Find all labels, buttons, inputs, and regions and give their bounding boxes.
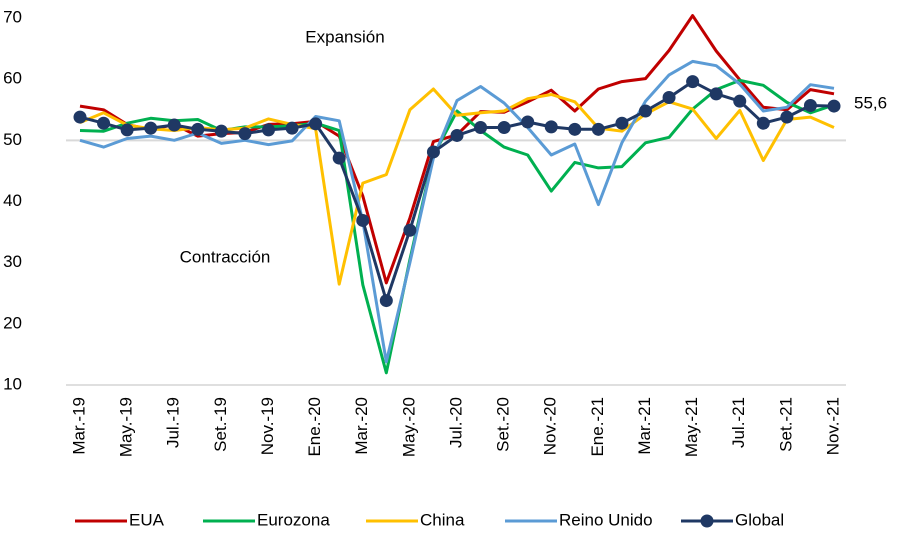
series-line [79, 59, 835, 364]
series-marker [309, 117, 323, 131]
series-marker [733, 94, 747, 108]
y-tick-label: 10 [3, 374, 22, 393]
y-tick-label: 60 [3, 69, 22, 88]
series-marker [356, 213, 370, 227]
series-line [79, 14, 835, 285]
x-tick-label: Nov.-20 [541, 397, 560, 455]
legend-label: Reino Unido [559, 510, 653, 529]
series-marker [97, 116, 111, 130]
series-marker [497, 120, 511, 134]
y-tick-label: 20 [3, 313, 22, 332]
series-line [79, 78, 835, 375]
series-marker [73, 110, 87, 124]
y-tick-label: 50 [3, 130, 22, 149]
x-tick-label: Mar.-19 [69, 397, 88, 455]
y-tick-label: 40 [3, 191, 22, 210]
legend-marker [700, 514, 714, 528]
x-tick-label: May.-20 [399, 397, 418, 457]
x-tick-label: Set.-19 [211, 397, 230, 452]
value-label: 55,6 [854, 94, 887, 113]
series-marker [615, 116, 629, 130]
series-marker [662, 91, 676, 105]
series-marker [780, 110, 794, 124]
x-tick-label: Jul.-19 [164, 397, 183, 448]
x-tick-label: May.-21 [682, 397, 701, 457]
series-marker [144, 121, 158, 135]
x-tick-label: Nov.-19 [258, 397, 277, 455]
series-marker [756, 116, 770, 130]
series-marker [827, 99, 841, 113]
series-marker [379, 294, 393, 308]
x-tick-label: Jul.-21 [729, 397, 748, 448]
series-marker [332, 151, 346, 165]
annotation: Contracción [180, 247, 271, 266]
series-marker [639, 104, 652, 118]
series-marker [238, 127, 252, 141]
y-tick-label: 30 [3, 252, 22, 271]
x-tick-label: Set.-20 [494, 397, 513, 452]
series-marker [120, 123, 134, 137]
legend-label: China [420, 510, 465, 529]
x-tick-label: Ene.-21 [588, 397, 607, 457]
x-tick-label: Mar.-21 [635, 397, 654, 455]
x-tick-label: Set.-21 [776, 397, 795, 452]
series-marker [521, 115, 535, 129]
series-marker [450, 128, 464, 142]
legend-label: Eurozona [257, 510, 330, 529]
series-marker [262, 123, 275, 137]
series-marker [214, 124, 228, 138]
series-marker [426, 145, 440, 159]
legend-label: EUA [129, 510, 165, 529]
y-tick-label: 70 [3, 7, 22, 26]
series-marker [591, 122, 605, 136]
x-tick-label: Mar.-20 [352, 397, 371, 455]
legend-label: Global [735, 510, 784, 529]
x-tick-label: May.-19 [117, 397, 136, 457]
x-tick-label: Ene.-20 [305, 397, 324, 457]
annotation: Expansión [305, 27, 384, 46]
series-marker [167, 118, 181, 132]
series-marker [474, 120, 488, 134]
series-marker [803, 98, 817, 112]
series-marker [568, 122, 582, 136]
series-marker [403, 223, 417, 237]
series-marker [709, 87, 723, 101]
series-line [79, 87, 835, 286]
series-marker [544, 120, 558, 134]
series-marker [191, 122, 205, 136]
series-marker [285, 121, 299, 135]
series-marker [686, 75, 700, 89]
x-tick-label: Jul.-20 [446, 397, 465, 448]
x-tick-label: Nov.-21 [823, 397, 842, 455]
